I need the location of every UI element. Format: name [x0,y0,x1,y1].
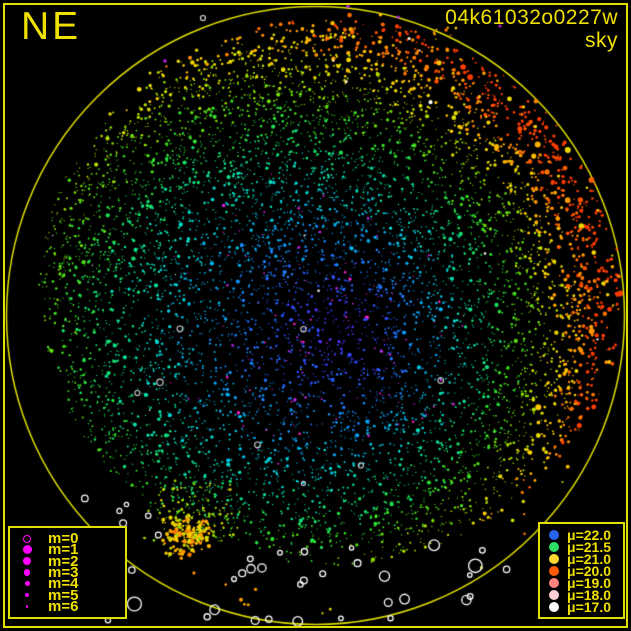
mu-color-dot [549,577,559,588]
color-legend-row: μ=19.0 [544,574,619,591]
mu-color-dot-icon [546,541,562,552]
color-legend-label: μ=18.0 [567,586,611,603]
magnitude-marker-icon [14,593,40,598]
color-legend-row: μ=18.0 [544,586,619,603]
corner-label: NE [21,5,82,48]
magnitude-marker-icon [14,534,40,543]
color-legend-label: μ=21.5 [567,538,611,555]
magnitude-marker-filled [25,593,29,598]
size-legend-label: m=0 [48,530,79,547]
color-legend-label: μ=19.0 [567,574,611,591]
color-legend-row: μ=22.0 [544,526,619,543]
magnitude-marker-filled [25,605,29,608]
size-legend-row: m=1 [14,541,121,559]
mu-color-dot-icon [546,577,562,588]
mu-color-dot [549,589,559,600]
size-legend-row: m=4 [14,575,121,593]
size-legend: m=0 m=1 m=2 m=3 m=4 m=5 m=6 [8,526,127,619]
size-legend-row: m=2 [14,552,121,570]
size-legend-row: m=6 [14,597,121,615]
color-legend-label: μ=21.0 [567,550,611,567]
mu-color-dot-icon [546,529,562,540]
magnitude-marker-filled [23,557,31,566]
size-legend-label: m=1 [48,541,79,559]
color-legend-row: μ=21.0 [544,550,619,567]
mu-color-dot [549,529,559,540]
color-legend-row: μ=21.5 [544,538,619,555]
mu-color-dot-icon [546,589,562,600]
magnitude-marker-icon [14,581,40,587]
color-legend-label: μ=17.0 [567,598,611,615]
mu-color-dot-icon [546,553,562,564]
size-legend-label: m=2 [48,552,79,570]
magnitude-marker-icon [14,557,40,566]
magnitude-marker-icon [14,545,40,555]
magnitude-marker-filled [24,581,30,587]
size-legend-label: m=6 [48,597,79,615]
magnitude-marker-open [23,534,31,543]
mu-color-dot [549,565,559,576]
mu-color-dot [549,541,559,552]
mu-color-dot [549,553,559,564]
size-legend-label: m=4 [48,575,79,593]
color-legend-label: μ=20.0 [567,562,611,579]
mu-color-dot-icon [546,565,562,576]
mu-color-dot [549,601,559,612]
plot-title: 04k61032o0227w sky [445,6,618,52]
color-legend-label: μ=22.0 [567,526,611,543]
magnitude-marker-icon [14,569,40,576]
size-legend-label: m=3 [48,563,79,581]
color-legend: μ=22.0 μ=21.5 μ=21.0 μ=20.0 μ=19.0 μ=18.0 μ=17… [538,522,625,619]
size-legend-row: m=3 [14,563,121,581]
magnitude-marker-icon [14,605,40,608]
plot-title-line1: 04k61032o0227w [445,6,618,29]
size-legend-label: m=5 [48,586,79,604]
color-legend-row: μ=17.0 [544,598,619,615]
size-legend-row: m=5 [14,586,121,604]
plot-title-line2: sky [585,28,618,52]
magnitude-marker-filled [23,569,31,576]
magnitude-marker-filled [22,545,32,555]
size-legend-row: m=0 [14,530,121,547]
mu-color-dot-icon [546,601,562,612]
color-legend-row: μ=20.0 [544,562,619,579]
